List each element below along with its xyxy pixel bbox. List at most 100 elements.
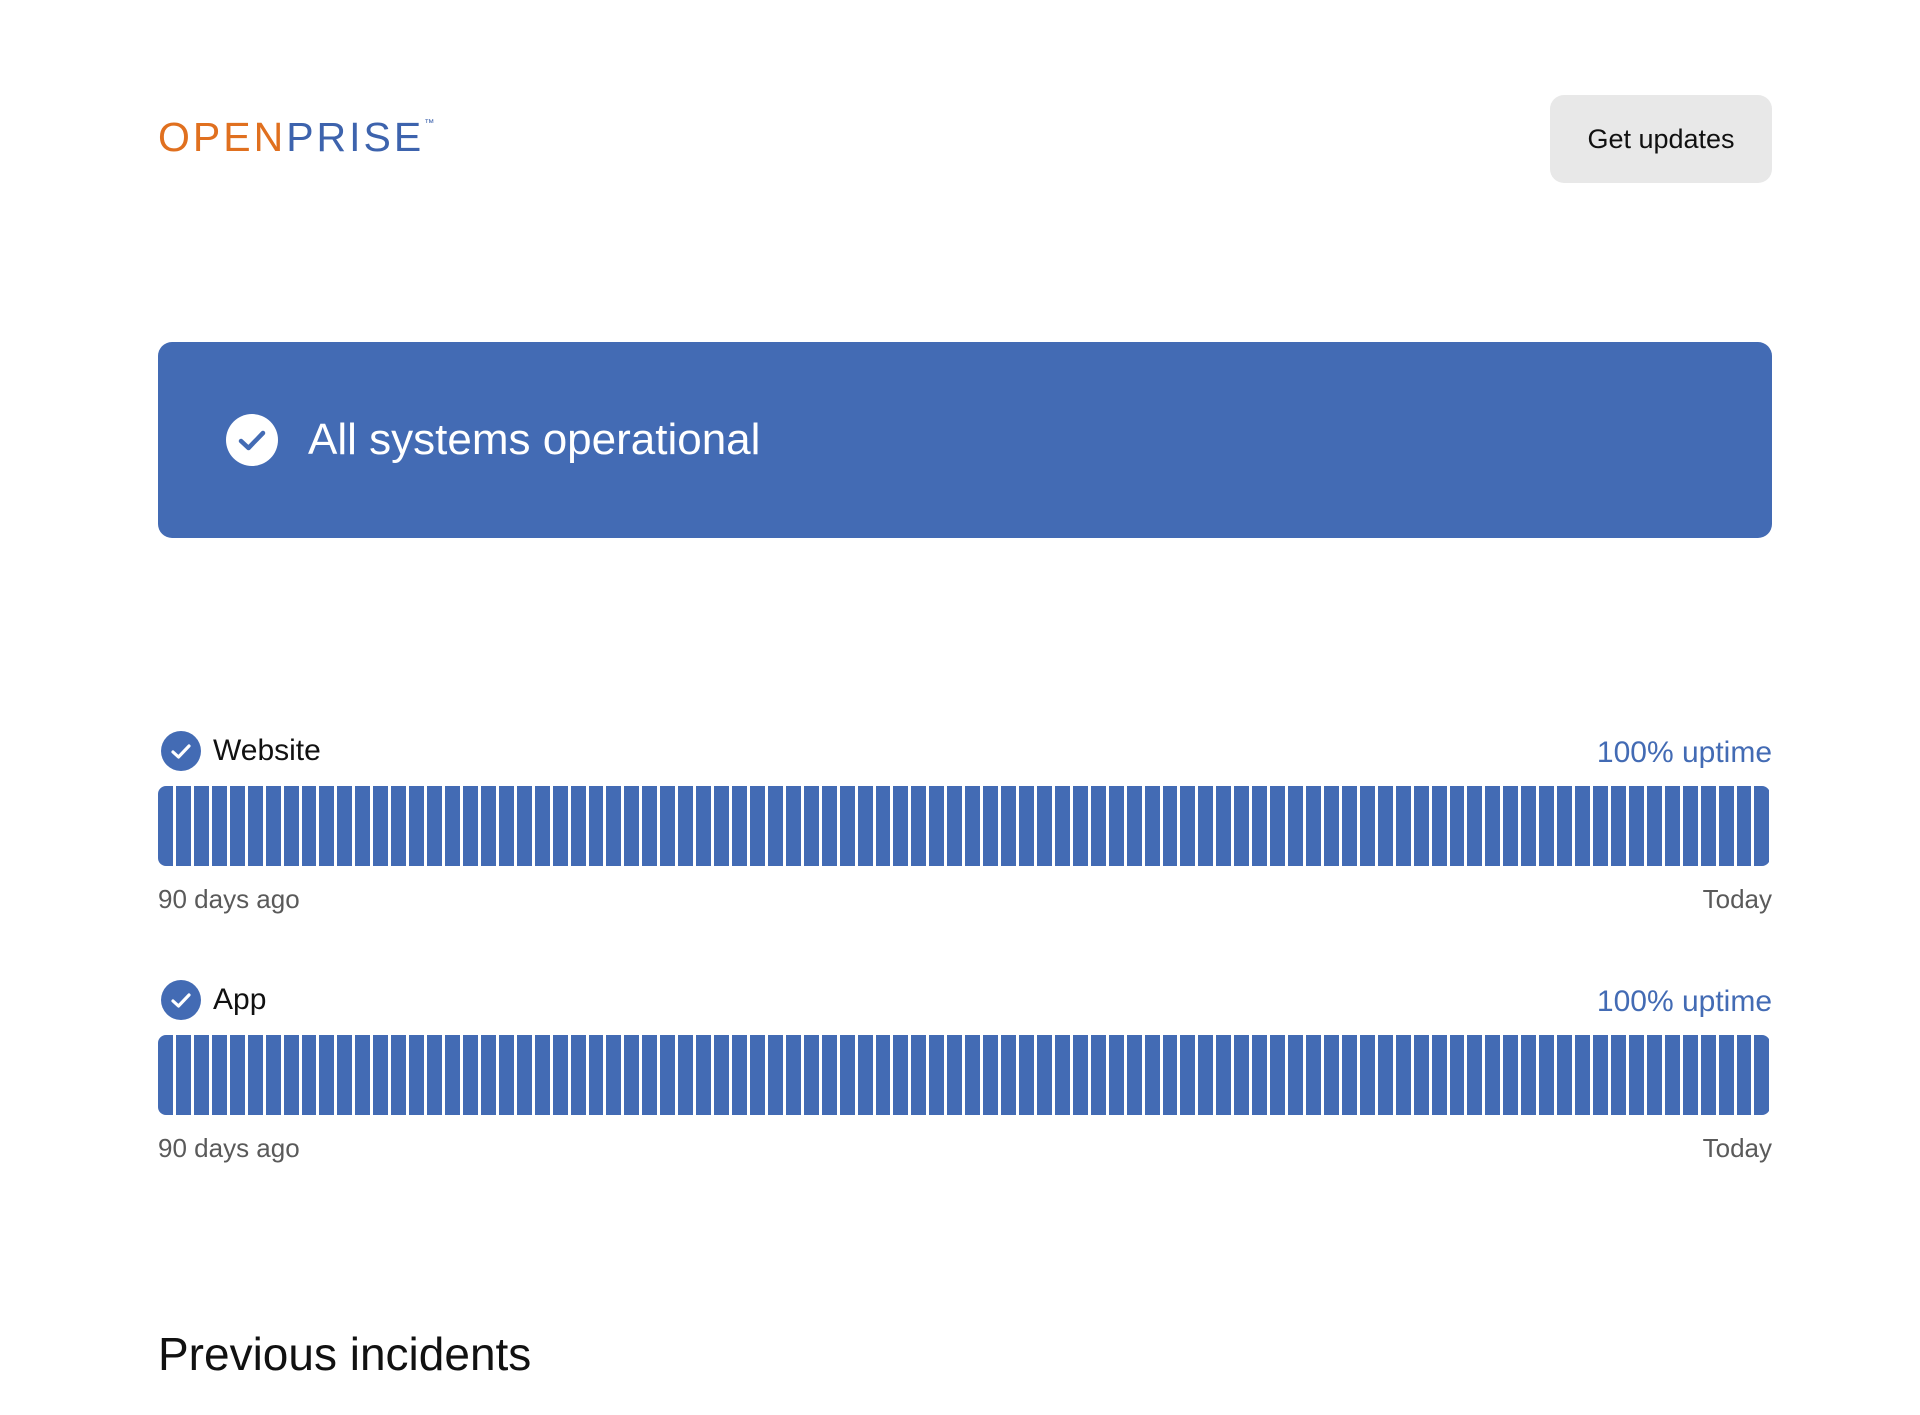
uptime-day-bar[interactable] [983, 786, 999, 866]
uptime-day-bar[interactable] [265, 1035, 281, 1115]
uptime-day-bar[interactable] [391, 1035, 407, 1115]
uptime-day-bar[interactable] [516, 786, 532, 866]
uptime-day-bar[interactable] [1216, 1035, 1232, 1115]
uptime-day-bar[interactable] [1072, 1035, 1088, 1115]
uptime-day-bar[interactable] [947, 786, 963, 866]
uptime-day-bar[interactable] [1019, 1035, 1034, 1115]
uptime-day-bar[interactable] [409, 1035, 425, 1115]
uptime-day-bar[interactable] [1395, 1035, 1411, 1115]
uptime-day-bar[interactable] [1395, 786, 1411, 866]
uptime-day-bar[interactable] [1377, 1035, 1393, 1115]
uptime-day-bar[interactable] [534, 786, 550, 866]
uptime-day-bar[interactable] [158, 1035, 173, 1115]
uptime-day-bar[interactable] [1198, 1035, 1214, 1115]
uptime-day-bar[interactable] [1700, 786, 1716, 866]
uptime-day-bar[interactable] [175, 1035, 191, 1115]
uptime-day-bar[interactable] [624, 786, 640, 866]
uptime-day-bar[interactable] [373, 786, 389, 866]
uptime-day-bar[interactable] [1682, 1035, 1698, 1115]
uptime-day-bar[interactable] [1090, 1035, 1106, 1115]
uptime-day-bar[interactable] [570, 786, 586, 866]
uptime-day-bar[interactable] [1664, 1035, 1680, 1115]
uptime-day-bar[interactable] [1072, 786, 1088, 866]
uptime-day-bar[interactable] [1180, 786, 1196, 866]
uptime-day-bar[interactable] [498, 1035, 514, 1115]
uptime-day-bar[interactable] [1306, 1035, 1321, 1115]
uptime-day-bar[interactable] [1664, 786, 1680, 866]
uptime-day-bar[interactable] [642, 1035, 658, 1115]
uptime-day-bar[interactable] [1736, 1035, 1752, 1115]
uptime-day-bar[interactable] [498, 786, 514, 866]
uptime-day-bar[interactable] [319, 786, 335, 866]
uptime-day-bar[interactable] [427, 1035, 442, 1115]
uptime-day-bar[interactable] [749, 1035, 765, 1115]
uptime-day-bar[interactable] [785, 786, 801, 866]
uptime-day-bar[interactable] [1108, 1035, 1124, 1115]
uptime-day-bar[interactable] [1252, 786, 1268, 866]
uptime-day-bar[interactable] [965, 786, 981, 866]
uptime-day-bar[interactable] [211, 786, 227, 866]
uptime-day-bar[interactable] [1413, 1035, 1429, 1115]
uptime-day-bar[interactable] [1234, 786, 1250, 866]
uptime-day-bar[interactable] [660, 1035, 676, 1115]
uptime-day-bar[interactable] [1288, 1035, 1303, 1115]
uptime-day-bar[interactable] [696, 1035, 712, 1115]
uptime-day-bar[interactable] [445, 786, 460, 866]
uptime-day-bar[interactable] [1234, 1035, 1250, 1115]
uptime-day-bar[interactable] [1108, 786, 1124, 866]
uptime-day-bar[interactable] [875, 786, 891, 866]
uptime-day-bar[interactable] [1610, 1035, 1626, 1115]
uptime-day-bar[interactable] [714, 1035, 729, 1115]
uptime-day-bar[interactable] [1539, 1035, 1555, 1115]
uptime-day-bar[interactable] [193, 786, 209, 866]
uptime-day-bar[interactable] [929, 786, 945, 866]
uptime-day-bar[interactable] [462, 786, 478, 866]
uptime-day-bar[interactable] [570, 1035, 586, 1115]
uptime-day-bar[interactable] [1718, 786, 1734, 866]
uptime-day-bar[interactable] [1557, 1035, 1573, 1115]
uptime-day-bar[interactable] [229, 1035, 245, 1115]
uptime-day-bar[interactable] [696, 786, 712, 866]
uptime-day-bar[interactable] [1180, 1035, 1196, 1115]
uptime-day-bar[interactable] [839, 786, 855, 866]
uptime-day-bar[interactable] [301, 786, 317, 866]
uptime-day-bar[interactable] [480, 786, 496, 866]
uptime-day-bar[interactable] [1557, 786, 1573, 866]
uptime-day-bar[interactable] [1001, 786, 1016, 866]
uptime-day-bar[interactable] [1467, 1035, 1483, 1115]
uptime-day-bar[interactable] [893, 786, 909, 866]
uptime-day-bar[interactable] [1593, 786, 1608, 866]
uptime-day-bar[interactable] [301, 1035, 317, 1115]
uptime-day-bar[interactable] [1736, 786, 1752, 866]
uptime-day-bar[interactable] [427, 786, 442, 866]
uptime-day-bar[interactable] [337, 1035, 353, 1115]
uptime-day-bar[interactable] [534, 1035, 550, 1115]
uptime-day-bar[interactable] [678, 1035, 694, 1115]
uptime-day-bar[interactable] [1162, 786, 1178, 866]
uptime-day-bar[interactable] [355, 786, 371, 866]
uptime-day-bar[interactable] [821, 1035, 837, 1115]
uptime-day-bar[interactable] [1628, 786, 1644, 866]
uptime-day-bar[interactable] [229, 786, 245, 866]
uptime-day-bar[interactable] [1036, 1035, 1052, 1115]
uptime-day-bar[interactable] [1323, 1035, 1339, 1115]
uptime-day-bar[interactable] [552, 786, 568, 866]
uptime-day-bar[interactable] [283, 1035, 299, 1115]
uptime-day-bar[interactable] [588, 786, 604, 866]
uptime-day-bar[interactable] [1216, 786, 1232, 866]
uptime-day-bar[interactable] [1700, 1035, 1716, 1115]
uptime-day-bar[interactable] [1718, 1035, 1734, 1115]
uptime-day-bar[interactable] [1503, 786, 1519, 866]
uptime-day-bar[interactable] [337, 786, 353, 866]
uptime-day-bar[interactable] [1323, 786, 1339, 866]
uptime-day-bar[interactable] [1162, 1035, 1178, 1115]
uptime-day-bar[interactable] [839, 1035, 855, 1115]
uptime-day-bar[interactable] [247, 786, 263, 866]
uptime-day-bar[interactable] [1288, 786, 1303, 866]
uptime-day-bar[interactable] [875, 1035, 891, 1115]
uptime-day-bar[interactable] [749, 786, 765, 866]
uptime-day-bar[interactable] [1754, 786, 1770, 866]
uptime-day-bar[interactable] [1359, 1035, 1375, 1115]
uptime-day-bar[interactable] [1485, 1035, 1501, 1115]
uptime-day-bar[interactable] [265, 786, 281, 866]
